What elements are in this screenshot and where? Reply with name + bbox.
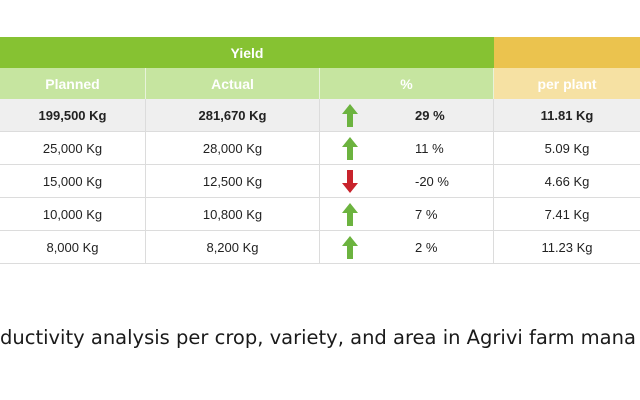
table-row: 8,000 Kg 8,200 Kg 2 % 11.23 Kg: [0, 231, 640, 264]
column-header-planned: Planned: [0, 68, 146, 99]
actual-value: 10,800 Kg: [146, 198, 320, 231]
per-plant-group-header: [494, 37, 640, 68]
column-header-percent: %: [320, 68, 494, 99]
per-plant-value: 5.09 Kg: [494, 132, 640, 165]
actual-value: 8,200 Kg: [146, 231, 320, 264]
percent-value: 2 %: [415, 240, 438, 255]
planned-value: 15,000 Kg: [0, 165, 146, 198]
planned-value: 8,000 Kg: [0, 231, 146, 264]
actual-value: 28,000 Kg: [146, 132, 320, 165]
caption-text: ductivity analysis per crop, variety, an…: [0, 326, 636, 349]
arrow-down-icon: [342, 170, 358, 193]
table-row: 15,000 Kg 12,500 Kg -20 % 4.66 Kg: [0, 165, 640, 198]
table-row: 25,000 Kg 28,000 Kg 11 % 5.09 Kg: [0, 132, 640, 165]
actual-value: 281,670 Kg: [146, 99, 320, 132]
table-group-header-row: Yield: [0, 37, 640, 68]
arrow-up-icon: [342, 137, 358, 160]
percent-value: 11 %: [415, 141, 444, 156]
percent-cell: 2 %: [320, 231, 494, 264]
planned-value: 199,500 Kg: [0, 99, 146, 132]
table-body: 199,500 Kg 281,670 Kg 29 % 11.81 Kg 25,000 K…: [0, 99, 640, 264]
percent-cell: 7 %: [320, 198, 494, 231]
arrow-up-icon: [342, 203, 358, 226]
percent-value: -20 %: [415, 174, 449, 189]
yield-group-header: Yield: [0, 37, 494, 68]
arrow-up-icon: [342, 236, 358, 259]
per-plant-value: 7.41 Kg: [494, 198, 640, 231]
column-header-actual: Actual: [146, 68, 320, 99]
actual-value: 12,500 Kg: [146, 165, 320, 198]
percent-value: 7 %: [415, 207, 438, 222]
arrow-up-icon: [342, 104, 358, 127]
per-plant-value: 11.23 Kg: [494, 231, 640, 264]
percent-cell: 29 %: [320, 99, 494, 132]
planned-value: 10,000 Kg: [0, 198, 146, 231]
table-column-header-row: Planned Actual % per plant: [0, 68, 640, 99]
yield-table: Yield Planned Actual % per plant 199,500…: [0, 37, 640, 264]
table-row: 10,000 Kg 10,800 Kg 7 % 7.41 Kg: [0, 198, 640, 231]
percent-cell: -20 %: [320, 165, 494, 198]
per-plant-value: 4.66 Kg: [494, 165, 640, 198]
table-total-row: 199,500 Kg 281,670 Kg 29 % 11.81 Kg: [0, 99, 640, 132]
per-plant-value: 11.81 Kg: [494, 99, 640, 132]
planned-value: 25,000 Kg: [0, 132, 146, 165]
percent-cell: 11 %: [320, 132, 494, 165]
percent-value: 29 %: [415, 108, 445, 123]
column-header-per-plant: per plant: [494, 68, 640, 99]
